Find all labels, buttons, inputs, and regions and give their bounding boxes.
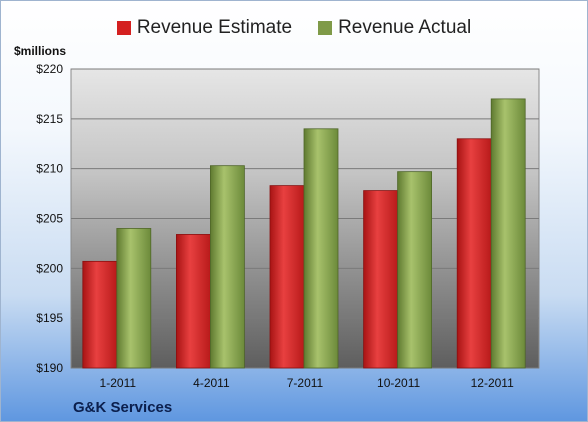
bar-actual xyxy=(490,98,526,369)
y-axis-unit-label: $millions xyxy=(14,44,67,58)
y-tick-label: $195 xyxy=(36,311,63,325)
legend-swatch-estimate xyxy=(116,21,131,35)
y-tick-label: $205 xyxy=(36,212,63,226)
legend-item-estimate: Revenue Estimate xyxy=(116,17,293,39)
x-tick-label: 1-2011 xyxy=(100,376,137,390)
y-tick-label: $200 xyxy=(36,261,63,275)
x-tick-label: 10-2011 xyxy=(377,376,420,390)
bar-actual xyxy=(303,128,339,369)
legend-swatch-actual xyxy=(318,21,333,35)
bar-estimate xyxy=(363,190,399,369)
legend-label-actual: Revenue Actual xyxy=(338,17,472,38)
y-tick-label: $190 xyxy=(36,361,63,375)
bar-actual xyxy=(209,165,245,369)
y-tick-label: $210 xyxy=(36,162,63,176)
x-tick-label: 7-2011 xyxy=(287,376,324,390)
bar-actual xyxy=(116,228,152,369)
legend: Revenue Estimate Revenue Actual xyxy=(1,17,587,39)
x-tick-label: 12-2011 xyxy=(471,376,514,390)
y-tick-label: $215 xyxy=(36,112,63,126)
bar-estimate xyxy=(456,138,492,369)
bar-estimate xyxy=(175,234,211,369)
x-tick-label: 4-2011 xyxy=(193,376,230,390)
legend-label-estimate: Revenue Estimate xyxy=(136,17,293,38)
bar-estimate xyxy=(269,185,305,369)
company-name: G&K Services xyxy=(73,399,173,416)
bar-actual xyxy=(397,171,433,369)
y-tick-label: $220 xyxy=(36,62,63,76)
legend-item-actual: Revenue Actual xyxy=(318,17,471,39)
bar-estimate xyxy=(82,260,118,369)
